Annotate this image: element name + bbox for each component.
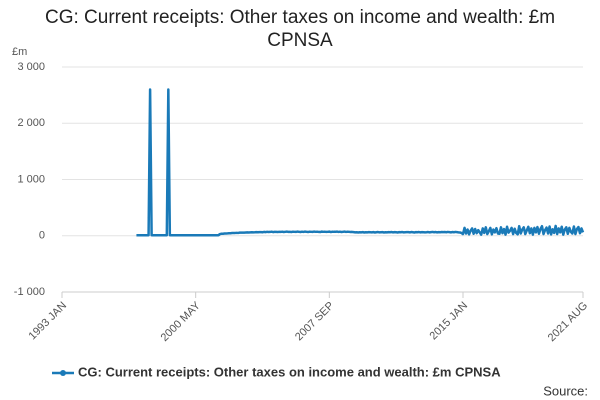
x-tick-label: 1993 JAN (27, 300, 70, 343)
x-tick-label: 2015 JAN (428, 300, 471, 343)
y-tick-label: 1 000 (17, 173, 45, 185)
legend-marker (60, 370, 66, 376)
y-tick-label: 0 (39, 230, 45, 242)
series-line (136, 88, 585, 237)
legend-label: CG: Current receipts: Other taxes on inc… (78, 364, 501, 379)
y-axis-label: £m (12, 46, 27, 58)
y-tick-label: 2 000 (17, 117, 45, 129)
y-tick-label: 3 000 (17, 61, 45, 73)
y-tick-label: -1 000 (14, 286, 45, 298)
chart-title: CG: Current receipts: Other taxes on inc… (44, 7, 556, 51)
source: Source: (543, 383, 588, 398)
x-tick-label: 2000 MAY (159, 299, 204, 344)
x-tick-label: 2007 SEP (293, 300, 337, 344)
x-tick-label: 2021 AUG (546, 300, 590, 344)
